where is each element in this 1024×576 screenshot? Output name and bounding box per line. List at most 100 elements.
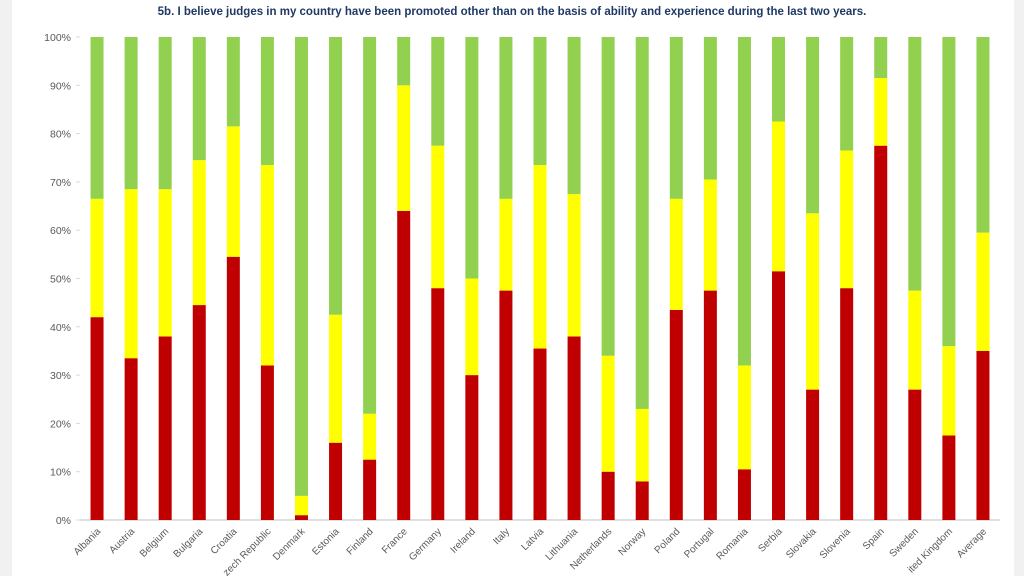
y-tick-label: 20%: [50, 418, 71, 430]
y-tick-label: 80%: [50, 129, 71, 141]
bar-segment-green: [431, 37, 445, 146]
bar-segment-red: [703, 290, 717, 520]
x-tick-label: Norway: [617, 526, 649, 558]
x-tick-label: Croatia: [209, 526, 240, 557]
bar-segment-yellow: [703, 179, 717, 291]
left-edge-shadow: [0, 0, 12, 576]
bar-segment-yellow: [226, 126, 240, 257]
x-tick-label: Belgium: [138, 526, 171, 559]
y-tick-label: 90%: [50, 80, 71, 92]
bar-segment-green: [465, 37, 479, 279]
x-tick-label: Romania: [714, 526, 750, 562]
bar-segment-yellow: [397, 85, 411, 211]
bar-segment-red: [158, 336, 172, 520]
x-tick-label: Spain: [861, 526, 887, 552]
x-tick-label: Latvia: [519, 526, 546, 553]
x-tick-label: Denmark: [271, 526, 308, 563]
bar-segment-red: [772, 271, 786, 520]
x-tick-label: Slovenia: [818, 526, 853, 561]
x-tick-label: Ireland: [449, 526, 478, 555]
bar-segment-yellow: [669, 198, 683, 310]
bar-segment-red: [192, 305, 206, 520]
x-tick-label: Albania: [72, 526, 104, 558]
bar-segment-green: [976, 37, 990, 233]
bar-segment-yellow: [601, 355, 615, 472]
bar-segment-yellow: [499, 198, 513, 291]
bar-segment-green: [192, 37, 206, 161]
bar-segment-green: [397, 37, 411, 86]
x-tick-label: Slovakia: [784, 526, 819, 561]
x-tick-label: Finland: [345, 526, 376, 557]
bar-segment-yellow: [908, 290, 922, 390]
bar-segment-red: [499, 290, 513, 520]
x-tick-label: Austria: [107, 526, 137, 556]
y-tick-label: 70%: [50, 177, 71, 189]
bar-segment-green: [567, 37, 581, 194]
bar-segment-red: [124, 358, 138, 520]
x-tick-label: Germany: [407, 526, 444, 563]
x-tick-label: Sweden: [888, 526, 921, 559]
bar-segment-green: [703, 37, 717, 180]
bar-segment-yellow: [329, 314, 343, 443]
bar-segment-green: [669, 37, 683, 199]
bar-segment-yellow: [192, 160, 206, 306]
x-tick-label: Average: [955, 526, 989, 560]
bar-segment-green: [874, 37, 888, 79]
bar-segment-green: [329, 37, 343, 315]
x-tick-label: Italy: [491, 526, 512, 547]
bar-segment-green: [737, 37, 751, 366]
bar-segment-red: [226, 256, 240, 520]
bar-segment-yellow: [806, 213, 820, 390]
bar-segment-green: [260, 37, 274, 165]
bar-segment-yellow: [942, 346, 956, 436]
bar-segment-green: [772, 37, 786, 122]
x-tick-label: Estonia: [310, 526, 342, 558]
bar-segment-red: [840, 288, 854, 520]
bar-segment-red: [908, 389, 922, 520]
bar-segment-green: [533, 37, 547, 165]
bar-segment-yellow: [294, 495, 308, 516]
bar-segment-green: [942, 37, 956, 347]
x-tick-label: Poland: [653, 526, 683, 556]
bar-segment-red: [942, 435, 956, 520]
bar-segment-green: [124, 37, 138, 190]
bar-segment-green: [226, 37, 240, 127]
y-tick-label: 60%: [50, 225, 71, 237]
bar-segment-green: [294, 37, 308, 496]
bar-segment-green: [158, 37, 172, 190]
bar-segment-red: [431, 288, 445, 520]
x-tick-label: Portugal: [682, 526, 716, 560]
y-tick-label: 30%: [50, 370, 71, 382]
y-tick-label: 10%: [50, 467, 71, 479]
bar-segment-red: [635, 481, 649, 520]
bar-segment-red: [567, 336, 581, 520]
bar-segment-green: [499, 37, 513, 199]
bar-segment-green: [840, 37, 854, 151]
bar-segment-yellow: [840, 150, 854, 289]
bar-segment-yellow: [465, 278, 479, 376]
bar-segment-red: [806, 389, 820, 520]
bar-segment-red: [90, 317, 104, 520]
bar-segment-green: [806, 37, 820, 214]
bar-segment-red: [465, 375, 479, 520]
right-edge-shadow: [1014, 0, 1024, 576]
bar-segment-green: [908, 37, 922, 291]
bar-segment-yellow: [90, 198, 104, 318]
bar-segment-red: [533, 348, 547, 520]
bar-segment-yellow: [567, 193, 581, 337]
bar-segment-yellow: [635, 408, 649, 482]
bar-segment-yellow: [260, 164, 274, 366]
bar-segment-red: [601, 471, 615, 520]
bar-segment-red: [737, 469, 751, 520]
y-tick-label: 50%: [50, 274, 71, 286]
y-tick-label: 0%: [56, 515, 71, 527]
bar-segment-yellow: [533, 164, 547, 349]
bar-segment-red: [397, 210, 411, 520]
y-tick-label: 100%: [44, 32, 71, 44]
bar-segment-yellow: [124, 189, 138, 359]
bar-segment-yellow: [431, 145, 445, 289]
bar-segment-red: [260, 365, 274, 520]
bar-segment-yellow: [737, 365, 751, 470]
